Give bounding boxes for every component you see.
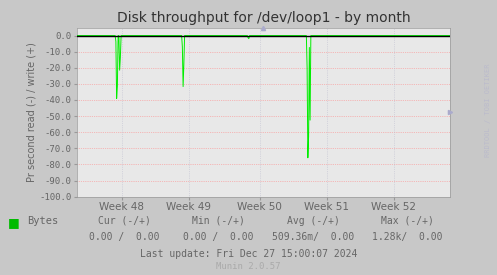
Text: 0.00 /  0.00: 0.00 / 0.00: [89, 232, 160, 242]
Text: Last update: Fri Dec 27 15:00:07 2024: Last update: Fri Dec 27 15:00:07 2024: [140, 249, 357, 259]
Y-axis label: Pr second read (-) / write (+): Pr second read (-) / write (+): [26, 42, 36, 182]
Title: Disk throughput for /dev/loop1 - by month: Disk throughput for /dev/loop1 - by mont…: [117, 11, 410, 25]
Text: 1.28k/  0.00: 1.28k/ 0.00: [372, 232, 443, 242]
Text: RRDTOOL / TOBI OETIKER: RRDTOOL / TOBI OETIKER: [485, 63, 491, 157]
Text: Cur (-/+): Cur (-/+): [98, 216, 151, 226]
Text: Bytes: Bytes: [27, 216, 59, 226]
Text: Max (-/+): Max (-/+): [381, 216, 434, 226]
Text: Min (-/+): Min (-/+): [192, 216, 245, 226]
Text: 0.00 /  0.00: 0.00 / 0.00: [183, 232, 254, 242]
Text: Avg (-/+): Avg (-/+): [287, 216, 339, 226]
Text: ■: ■: [7, 216, 19, 229]
Text: 509.36m/  0.00: 509.36m/ 0.00: [272, 232, 354, 242]
Text: Munin 2.0.57: Munin 2.0.57: [216, 262, 281, 271]
